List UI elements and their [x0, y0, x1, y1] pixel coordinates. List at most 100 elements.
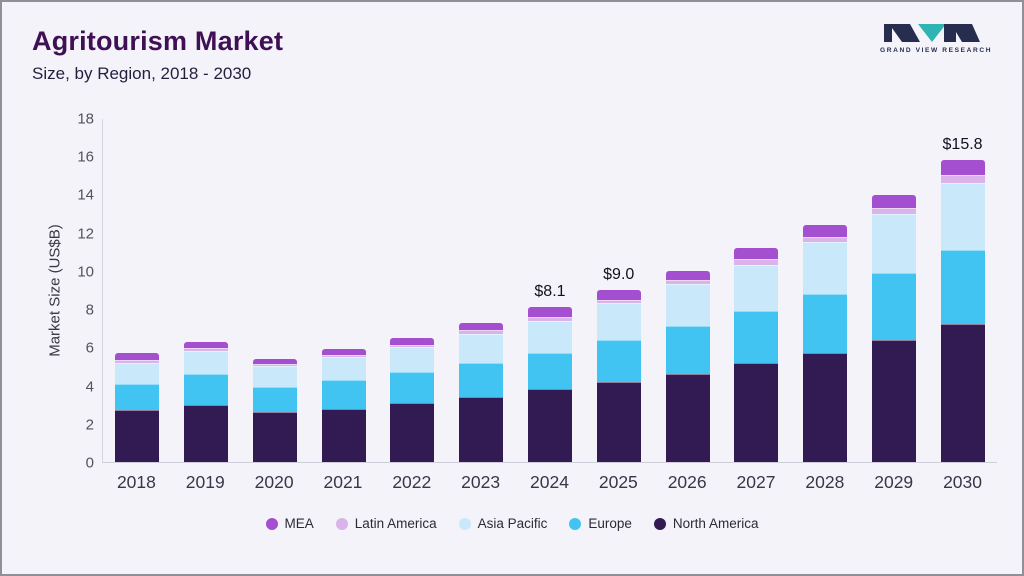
- legend-item-mea: MEA: [265, 516, 314, 531]
- segment-asia-pacific: [665, 284, 710, 327]
- x-tick-label: 2023: [461, 472, 501, 492]
- segment-mea: [252, 358, 297, 365]
- bar-stack: [390, 337, 435, 462]
- segment-asia-pacific: [871, 213, 916, 273]
- y-tick-label: 12: [77, 225, 94, 243]
- segment-europe: [871, 272, 916, 340]
- segment-europe: [459, 362, 504, 398]
- stacked-bar-plot: $8.1 $9.0 $15.8: [102, 119, 997, 463]
- bar-group-2025: $9.0: [596, 266, 641, 462]
- segment-asia-pacific: [527, 320, 572, 354]
- bar-stack: [803, 225, 848, 462]
- segment-latin-america: [115, 359, 160, 363]
- legend-label: Europe: [588, 516, 632, 531]
- segment-asia-pacific: [390, 347, 435, 373]
- segment-mea: [390, 337, 435, 345]
- y-tick-label: 4: [85, 378, 94, 396]
- segment-north-america: [459, 397, 504, 462]
- bar-group-2018: [115, 353, 160, 462]
- segment-mea: [596, 290, 641, 300]
- segment-north-america: [596, 381, 641, 462]
- bar-stack: [321, 349, 366, 462]
- segment-asia-pacific: [596, 303, 641, 340]
- bar-stack: [734, 248, 779, 462]
- segment-mea: [184, 341, 229, 349]
- legend-label: North America: [672, 516, 759, 531]
- segment-north-america: [527, 389, 572, 462]
- bar-group-2030: $15.8: [940, 136, 985, 462]
- segment-europe: [734, 311, 779, 363]
- segment-europe: [665, 326, 710, 375]
- segment-europe: [390, 372, 435, 403]
- header: Agritourism Market Size, by Region, 2018…: [32, 26, 283, 84]
- y-axis-ticks: 0 2 4 6 8 10 12 14 16 18: [52, 111, 94, 472]
- segment-mea: [665, 270, 710, 281]
- bar-group-2029: [871, 194, 916, 462]
- bar-value-label: $15.8: [942, 136, 983, 154]
- y-tick-label: 0: [85, 454, 94, 472]
- bar-group-2020: [252, 358, 297, 462]
- y-tick-label: 10: [77, 263, 94, 281]
- segment-latin-america: [596, 299, 641, 304]
- y-tick-label: 18: [77, 110, 94, 128]
- x-tick-label: 2021: [323, 472, 363, 492]
- legend-swatch: [653, 517, 666, 530]
- segment-latin-america: [390, 344, 435, 348]
- x-tick-label: 2027: [736, 472, 776, 492]
- segment-north-america: [184, 404, 229, 462]
- bar-group-2021: [321, 349, 366, 462]
- legend-item-asia-pacific: Asia Pacific: [458, 516, 547, 531]
- x-tick-label: 2024: [530, 472, 569, 492]
- segment-europe: [527, 353, 572, 390]
- bar-group-2024: $8.1: [527, 283, 572, 462]
- segment-latin-america: [940, 175, 985, 183]
- bar-stack: [871, 194, 916, 462]
- segment-north-america: [252, 412, 297, 462]
- legend-swatch: [569, 517, 582, 530]
- bar-value-label: $9.0: [603, 266, 635, 284]
- y-tick-label: 6: [85, 339, 94, 357]
- legend: MEA Latin America Asia Pacific Europe North …: [2, 516, 1022, 531]
- x-tick-label: 2028: [805, 472, 845, 492]
- segment-north-america: [665, 374, 710, 462]
- bar-group-2022: [390, 337, 435, 462]
- legend-item-europe: Europe: [569, 516, 632, 531]
- page-subtitle: Size, by Region, 2018 - 2030: [32, 64, 252, 83]
- bar-stack: [596, 290, 641, 462]
- segment-latin-america: [459, 330, 504, 334]
- segment-north-america: [940, 324, 985, 462]
- segment-mea: [803, 225, 848, 237]
- x-tick-label: 2022: [392, 472, 432, 492]
- x-tick-label: 2020: [254, 472, 294, 492]
- segment-latin-america: [803, 236, 848, 243]
- segment-asia-pacific: [803, 242, 848, 294]
- bar-stack: [665, 270, 710, 462]
- segment-asia-pacific: [321, 356, 366, 380]
- segment-asia-pacific: [940, 183, 985, 250]
- segment-asia-pacific: [115, 362, 160, 384]
- legend-item-latin-america: Latin America: [335, 516, 437, 531]
- segment-asia-pacific: [734, 265, 779, 312]
- x-tick-label: 2026: [667, 472, 707, 492]
- segment-mea: [527, 307, 572, 317]
- legend-label: Latin America: [354, 516, 437, 531]
- segment-latin-america: [321, 354, 366, 357]
- segment-north-america: [321, 408, 366, 462]
- segment-latin-america: [184, 348, 229, 352]
- bar-group-2019: [184, 341, 229, 462]
- segment-mea: [321, 349, 366, 355]
- bar-stack: [184, 341, 229, 462]
- legend-item-north-america: North America: [653, 516, 759, 531]
- bar-stack: [252, 358, 297, 462]
- bar-stack: [527, 307, 572, 462]
- segment-latin-america: [665, 280, 710, 285]
- segment-north-america: [871, 339, 916, 462]
- segment-europe: [321, 379, 366, 409]
- segment-latin-america: [734, 259, 779, 266]
- y-tick-label: 14: [77, 186, 94, 204]
- segment-latin-america: [527, 316, 572, 321]
- gvr-logo-text: GRAND VIEW RESEARCH: [880, 47, 993, 54]
- segment-mea: [940, 160, 985, 176]
- segment-north-america: [390, 402, 435, 462]
